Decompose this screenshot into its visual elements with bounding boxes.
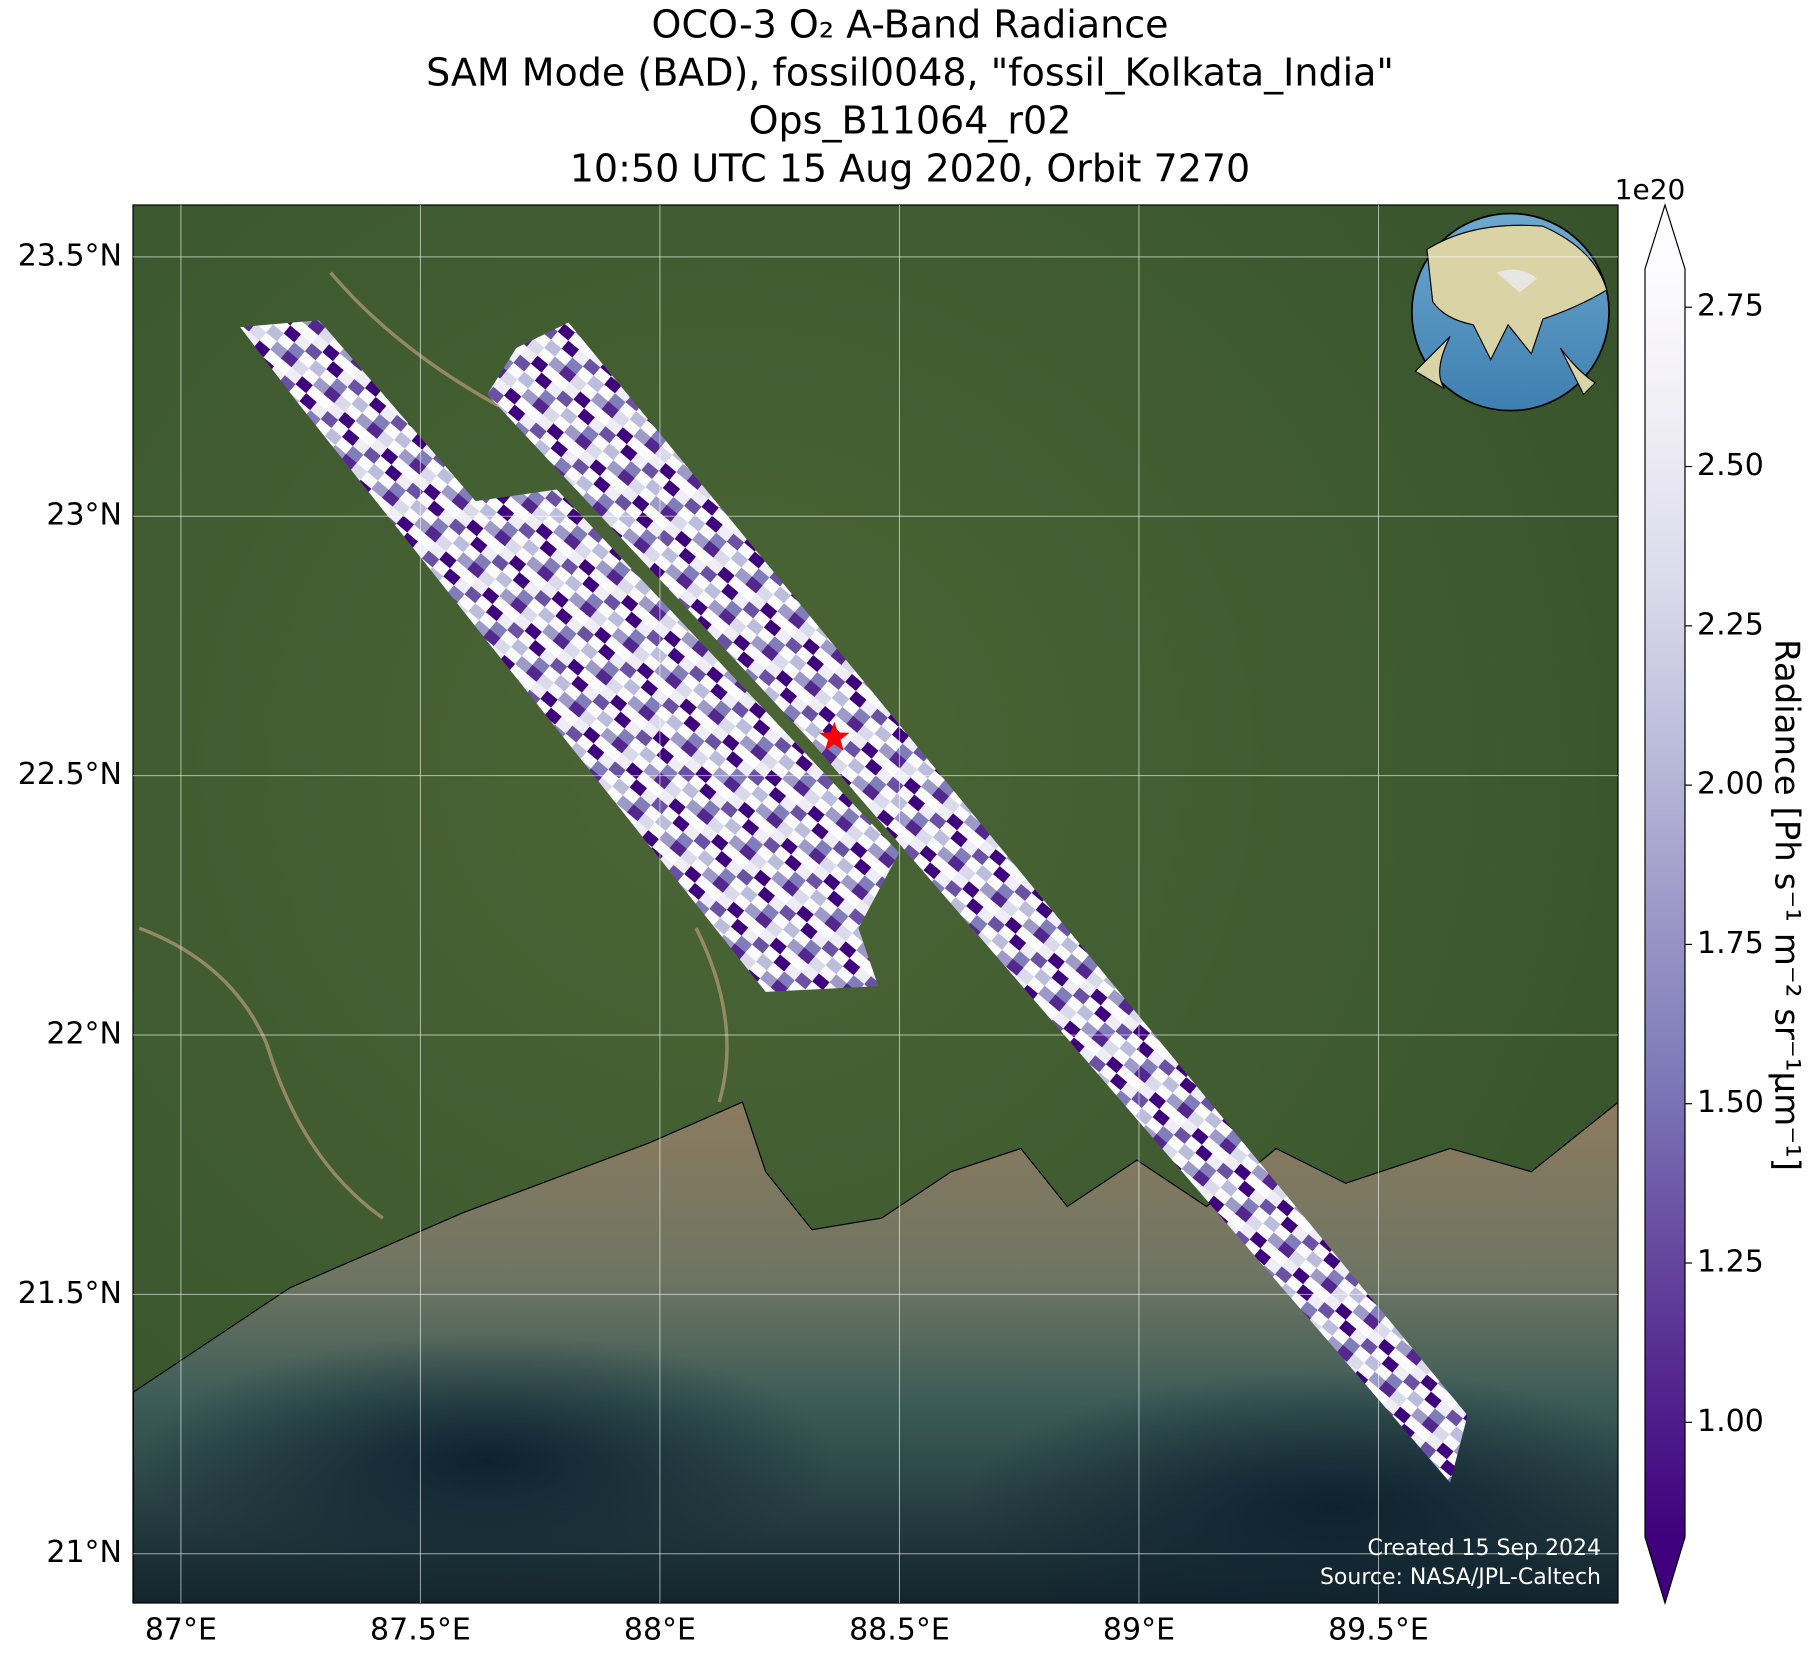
y-tick-label: 23°N	[46, 498, 122, 533]
chart-title: OCO-3 O₂ A-Band Radiance	[652, 3, 1169, 47]
colorbar-extend-bottom	[1645, 1537, 1685, 1603]
plot-frame	[132, 204, 1619, 1604]
x-tick-label: 87°E	[145, 1613, 217, 1648]
basemap	[133, 205, 1618, 1603]
colorbar-tick-label: 2.25	[1697, 607, 1764, 642]
colorbar-extend-top	[1645, 205, 1685, 269]
chart-title: Ops_B11064_r02	[749, 99, 1072, 143]
x-tick-label: 88°E	[624, 1613, 696, 1648]
x-tick-label: 89°E	[1103, 1613, 1175, 1648]
colorbar-tick-label: 1.25	[1697, 1245, 1764, 1280]
colorbar-offset-label: 1e20	[1615, 173, 1686, 206]
annotation: Created 15 Sep 2024	[1368, 1536, 1602, 1561]
colorbar-tick-label: 1.00	[1697, 1404, 1764, 1439]
chart-title: 10:50 UTC 15 Aug 2020, Orbit 7270	[570, 147, 1250, 191]
target-marker	[819, 721, 850, 751]
y-tick-label: 22°N	[46, 1016, 122, 1051]
x-tick-label: 87.5°E	[370, 1613, 471, 1648]
y-tick-label: 23.5°N	[18, 238, 122, 273]
colorbar-body	[1645, 269, 1685, 1537]
colorbar-tick-label: 2.00	[1697, 767, 1764, 802]
y-tick-label: 21.5°N	[18, 1276, 122, 1311]
chart-title: SAM Mode (BAD), fossil0048, "fossil_Kolk…	[426, 51, 1394, 95]
colorbar-tick-label: 1.75	[1697, 926, 1764, 961]
colorbar-tick-label: 2.50	[1697, 448, 1764, 483]
x-tick-label: 88.5°E	[849, 1613, 950, 1648]
y-tick-label: 21°N	[46, 1535, 122, 1570]
colorbar-frame	[1644, 202, 1686, 1606]
colorbar-tick-label: 1.50	[1697, 1085, 1764, 1120]
colorbar-tick-label: 2.75	[1697, 289, 1764, 324]
x-tick-label: 89.5°E	[1328, 1613, 1429, 1648]
y-tick-label: 22.5°N	[18, 757, 122, 792]
annotation: Source: NASA/JPL-Caltech	[1320, 1565, 1601, 1590]
colorbar: 1.00 1.25 1.50 1.75 2.00 2.25 2.50 2.75 1e20 Radi…	[1615, 173, 1807, 1606]
colorbar-label: Radiance [Ph s⁻¹ m⁻² sr⁻¹μm⁻¹]	[1767, 639, 1807, 1171]
